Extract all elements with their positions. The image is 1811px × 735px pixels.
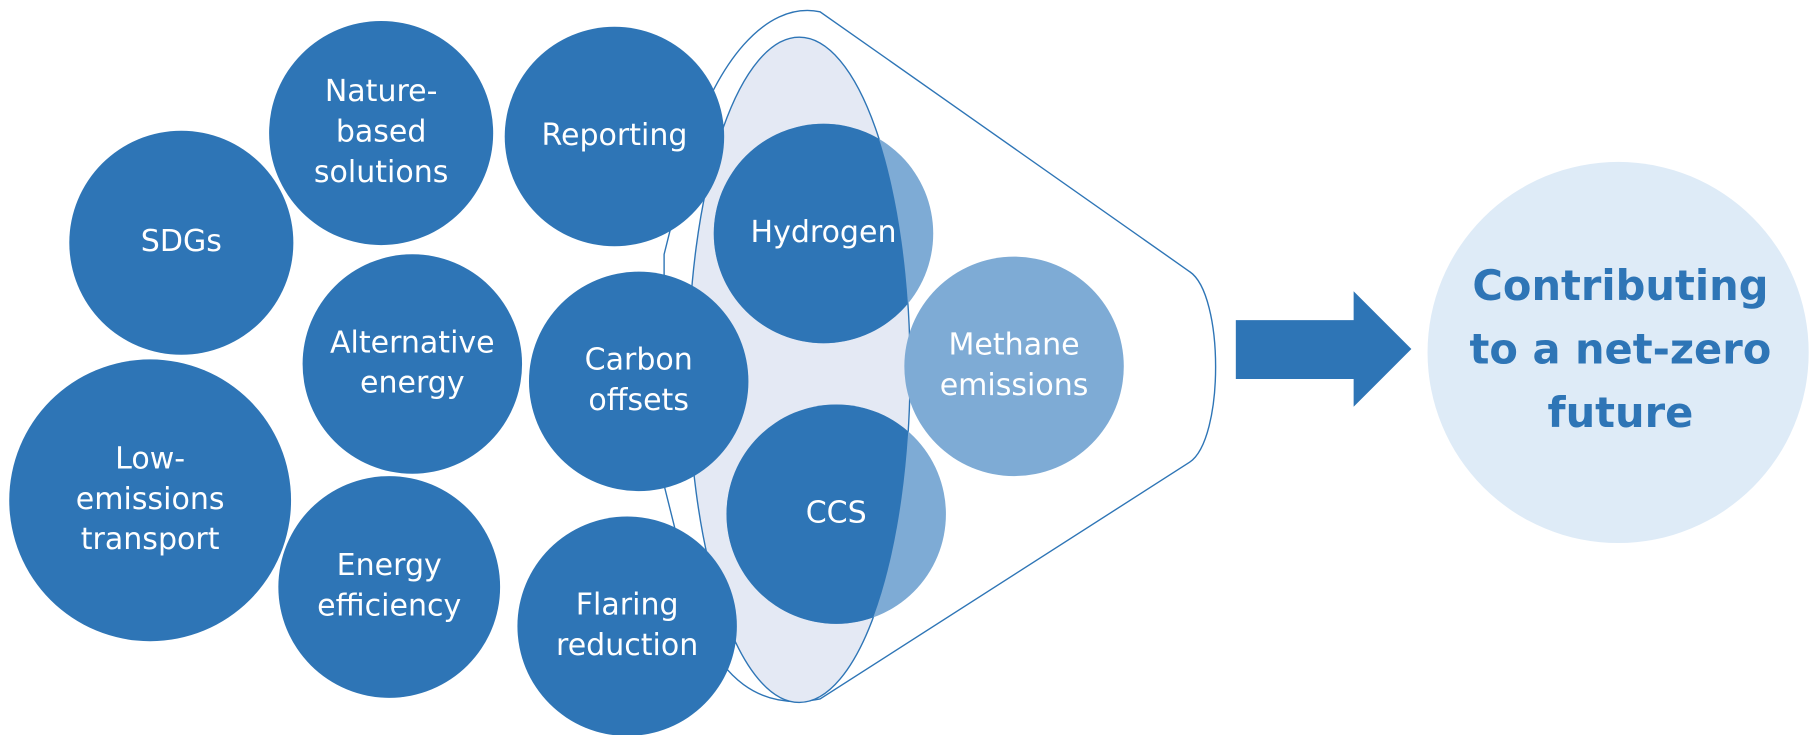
node-label: Nature- — [325, 74, 438, 109]
node-label: Low- — [115, 441, 185, 476]
node-label: Reporting — [541, 118, 687, 153]
node-circle — [504, 26, 725, 247]
node-circle-inner — [713, 123, 911, 344]
node-circle — [9, 359, 292, 642]
outcome-circle — [1427, 161, 1809, 544]
node-label: emissions — [940, 368, 1089, 403]
node-label: reduction — [556, 628, 698, 663]
node-circle — [278, 476, 501, 698]
node-label: Alternative — [330, 325, 495, 360]
nodes: SDGs Nature-based solutions Reporting Altern… — [9, 21, 1809, 735]
node-label: Hydrogen — [751, 215, 897, 250]
outcome-label: future — [1548, 388, 1694, 437]
funnel-outline — [663, 9, 1217, 703]
node-label: CCS — [806, 496, 867, 531]
node-label: efficiency — [317, 589, 461, 624]
node-label: transport — [81, 522, 220, 557]
node-label: Carbon — [585, 343, 693, 378]
outcome-label: Contributing — [1472, 261, 1768, 310]
outcome-label: to a net-zero — [1470, 324, 1772, 373]
node-label: energy — [360, 366, 465, 401]
node-circle — [517, 516, 737, 735]
node-label: Energy — [337, 548, 442, 583]
arrow — [1235, 291, 1412, 407]
node-label: based — [336, 115, 427, 150]
node-label: offsets — [588, 383, 689, 418]
node-circle — [69, 130, 294, 355]
node-label: SDGs — [141, 224, 222, 259]
node-circle — [904, 256, 1124, 477]
node-label: Flaring — [576, 588, 679, 623]
node-label: solutions — [314, 155, 449, 190]
node-label: Methane — [949, 328, 1080, 363]
node-circle — [302, 254, 523, 474]
node-label: emissions — [76, 482, 225, 517]
node-circle — [528, 271, 749, 492]
node-circle — [269, 21, 494, 246]
